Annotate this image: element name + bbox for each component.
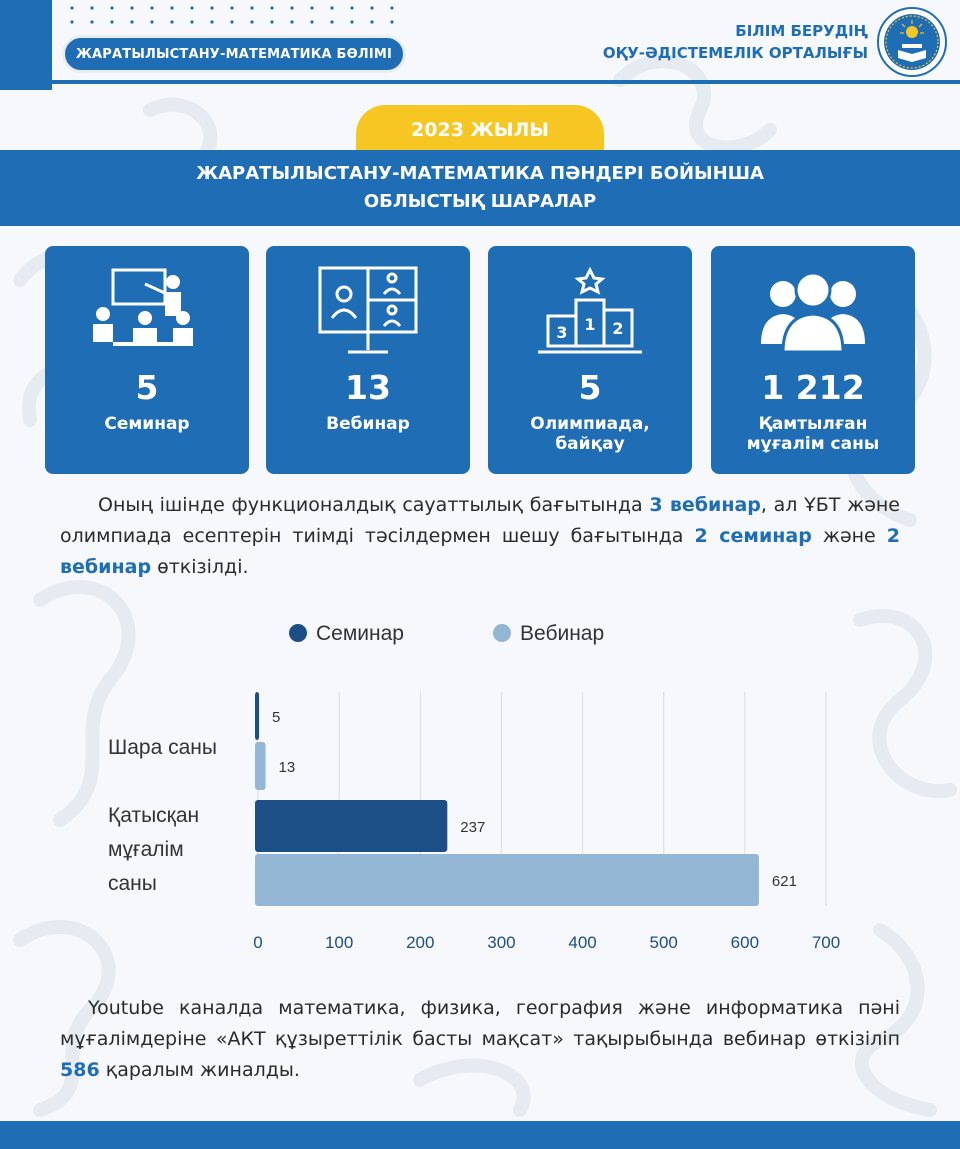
chart-legend: Семинар Вебинар [289,622,604,645]
legend-swatch-0 [289,624,307,642]
youtube-views-highlight: 586 [60,1059,100,1081]
category-label-1-2: саны [108,872,157,895]
header-divider [52,80,960,84]
teachers-label-line1: Қамтылған [758,414,868,434]
olympiad-label-line1: Олимпиада, [530,414,650,434]
bar-label-1-0: 237 [460,819,485,836]
olympiad-count: 5 [578,368,602,407]
summary-highlight-seminars: 2 семинар [694,525,812,547]
bar-0-1 [255,742,266,790]
x-tick-5: 500 [650,933,678,952]
youtube-paragraph: Youtube каналда математика, физика, геог… [60,993,900,1086]
footer-bar [0,1121,960,1149]
x-tick-7: 700 [812,933,840,952]
youtube-text-2: қаралым жиналды. [99,1059,300,1081]
chart-x-ticks: 0 100 200 300 400 500 600 700 [253,933,840,952]
summary-text-2: , ал ҰБТ және олимпиада есептерін тиімді… [60,494,900,547]
summary-paragraph: Оның ішінде функционалдық сауаттылық бағ… [60,490,900,583]
podium-place-second: 2 [612,319,623,338]
bar-label-0-0: 5 [272,709,280,726]
legend-label-1: Вебинар [520,622,604,645]
webinar-icon [318,266,418,354]
stat-card-seminar: 5 Семинар [45,246,249,474]
seminar-icon [93,268,193,346]
bar-label-1-1: 621 [772,873,797,890]
category-label-1-0: Қатысқан [108,804,199,827]
bar-chart: Семинар Вебинар Шара саны Қатысқан мұғалім с… [108,622,840,952]
people-icon [761,271,865,354]
chart-category-labels: Шара саны Қатысқан мұғалім саны [108,736,217,895]
webinar-label-line1: Вебинар [326,414,410,434]
x-tick-3: 300 [487,933,515,952]
bar-1-0 [255,800,448,852]
webinar-label: Вебинар [266,414,470,434]
x-tick-2: 200 [406,933,434,952]
stat-card-olympiad: 3 1 2 5 Олимпиада, байқау [488,246,692,474]
bar-1-1 [255,854,759,906]
podium-place-third: 3 [556,323,567,342]
org-title-line2: ОҚУ-ӘДІСТЕМЕЛІК ОРТАЛЫҒЫ [602,44,868,62]
teachers-label: Қамтылған мұғалім саны [711,414,915,454]
summary-highlight-webinars: 3 вебинар [649,494,761,516]
department-badge: ЖАРАТЫЛЫСТАНУ-МАТЕМАТИКА БӨЛІМІ [62,35,406,73]
category-label-1-1: мұғалім [108,838,184,861]
x-tick-6: 600 [731,933,759,952]
chart-bars: 5 13 237 621 [255,692,797,906]
podium-place-first: 1 [584,315,595,334]
seminar-label-line1: Семинар [104,414,190,434]
x-tick-0: 0 [253,933,262,952]
bar-0-0 [255,692,260,740]
podium-icon: 3 1 2 [538,266,642,354]
teachers-count: 1 212 [761,368,865,407]
legend-swatch-1 [493,624,511,642]
title-banner: ЖАРАТЫЛЫСТАНУ-МАТЕМАТИКА ПӘНДЕРІ БОЙЫНША… [0,150,960,226]
olympiad-label-line2: байқау [555,434,625,454]
organization-logo-icon [877,7,947,77]
title-line2: ОБЛЫСТЫҚ ШАРАЛАР [363,191,597,212]
org-title-line1: БІЛІМ БЕРУДІҢ [735,22,868,40]
x-tick-1: 100 [325,933,353,952]
legend-label-0: Семинар [316,622,404,645]
stat-card-webinar: 13 Вебинар [266,246,470,474]
organization-title: БІЛІМ БЕРУДІҢ ОҚУ-ӘДІСТЕМЕЛІК ОРТАЛЫҒЫ [603,20,868,64]
category-label-0-0: Шара саны [108,736,217,759]
x-tick-4: 400 [568,933,596,952]
dot-grid-decoration [70,6,394,24]
seminar-label: Семинар [45,414,249,434]
summary-text-4: өткізілді. [151,556,249,578]
teachers-label-line2: мұғалім саны [746,434,880,454]
webinar-count: 13 [345,368,391,407]
summary-text-3: және [811,525,887,547]
title-line1: ЖАРАТЫЛЫСТАНУ-МАТЕМАТИКА ПӘНДЕРІ БОЙЫНША [196,163,764,184]
youtube-text-1: Youtube каналда математика, физика, геог… [60,997,900,1050]
seminar-count: 5 [135,368,159,407]
summary-text-1: Оның ішінде функционалдық сауаттылық бағ… [98,494,650,516]
olympiad-label: Олимпиада, байқау [488,414,692,454]
stat-card-teachers: 1 212 Қамтылған мұғалім саны [711,246,915,474]
bar-label-0-1: 13 [279,759,296,776]
summary-highlight-webinars-2: 2 вебинар [60,525,900,578]
header-frame [0,0,52,90]
